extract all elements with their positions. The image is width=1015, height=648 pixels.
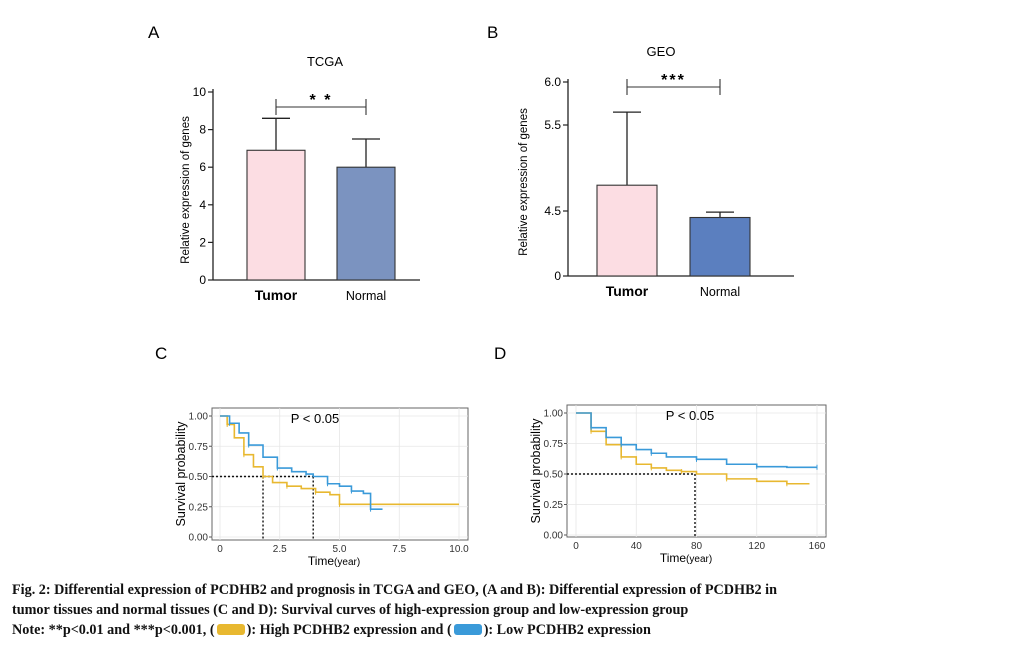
category-label-tumor: Tumor bbox=[606, 283, 649, 299]
x-axis-label-unit: (year) bbox=[334, 557, 360, 568]
y-tick-label: 0.75 bbox=[189, 442, 209, 453]
panel-a-bars: Tumor Normal * * bbox=[246, 92, 396, 303]
bar-tumor bbox=[246, 149, 306, 281]
category-label-normal: Normal bbox=[700, 285, 740, 299]
panel-b: B GEO Relative expression of genes 0 4.5 5… bbox=[487, 23, 794, 299]
x-tick-label: 10.0 bbox=[449, 544, 469, 555]
x-axis-label-main: Time bbox=[660, 551, 687, 565]
y-tick-label: 0.25 bbox=[189, 502, 209, 513]
y-tick-label: 0.00 bbox=[544, 531, 564, 542]
x-tick-label: 2.5 bbox=[273, 544, 287, 555]
p-value-annotation: P < 0.05 bbox=[666, 408, 715, 423]
x-axis-label-main: Time bbox=[308, 554, 335, 568]
x-axis-label: Time(year) bbox=[308, 554, 360, 568]
bar-tumor bbox=[596, 184, 658, 277]
caption-line-1: Fig. 2: Differential expression of PCDHB… bbox=[12, 582, 777, 598]
significance-stars: * * bbox=[310, 92, 333, 109]
y-tick-label: 0.00 bbox=[189, 533, 209, 544]
panel-d-letter: D bbox=[494, 344, 506, 363]
panel-d: D 0 40 80 120 160 0.00 0.25 0.50 0.75 1.00 P < 0.0… bbox=[494, 344, 827, 565]
panel-a-ylabel: Relative expression of genes bbox=[180, 116, 192, 264]
panel-b-title: GEO bbox=[647, 44, 676, 59]
panel-b-axes: 0 4.5 5.5 6.0 bbox=[544, 75, 794, 283]
panel-c-letter: C bbox=[155, 344, 167, 363]
y-tick-label: 0.75 bbox=[544, 439, 564, 450]
p-value-annotation: P < 0.05 bbox=[291, 411, 340, 426]
panel-b-bars: Tumor Normal *** bbox=[596, 72, 751, 299]
note-low: ): Low PCDHB2 expression bbox=[483, 622, 651, 638]
bar-normal bbox=[336, 166, 396, 281]
y-tick-label: 0.50 bbox=[544, 470, 564, 481]
y-axis-label: Survival probability bbox=[174, 421, 188, 527]
figure-caption: Fig. 2: Differential expression of PCDHB… bbox=[12, 580, 1007, 640]
low-expression-swatch bbox=[453, 624, 482, 635]
y-tick-label: 4.5 bbox=[544, 204, 561, 218]
y-tick-label: 5.5 bbox=[544, 118, 561, 132]
y-tick-label: 0.50 bbox=[189, 472, 209, 483]
x-tick-label: 80 bbox=[691, 541, 703, 552]
x-tick-label: 7.5 bbox=[392, 544, 406, 555]
caption-note: Note: **p<0.01 and ***p<0.001, ( ): High … bbox=[12, 620, 1007, 640]
y-tick-label: 0 bbox=[199, 273, 206, 287]
x-tick-label: 160 bbox=[809, 541, 826, 552]
panel-d-plot: 0 40 80 120 160 0.00 0.25 0.50 0.75 1.00 P < 0.05 S… bbox=[529, 404, 827, 565]
x-tick-label: 0 bbox=[217, 544, 223, 555]
y-axis-label: Survival probability bbox=[529, 418, 543, 524]
y-tick-label: 0.25 bbox=[544, 500, 564, 511]
category-label-normal: Normal bbox=[346, 289, 386, 303]
high-expression-swatch bbox=[216, 624, 245, 635]
bar-normal bbox=[689, 216, 751, 277]
x-tick-label: 40 bbox=[631, 541, 643, 552]
panel-b-ylabel: Relative expression of genes bbox=[518, 108, 530, 256]
category-label-tumor: Tumor bbox=[255, 287, 298, 303]
significance-stars: *** bbox=[661, 72, 686, 89]
y-tick-label: 1.00 bbox=[189, 412, 209, 423]
note-high: ): High PCDHB2 expression and ( bbox=[246, 622, 452, 638]
high-expression-curve bbox=[220, 415, 459, 506]
x-tick-label: 0 bbox=[573, 541, 579, 552]
y-tick-label: 10 bbox=[193, 85, 207, 99]
panel-c-plot: 0 2.5 5.0 7.5 10.0 0.00 0.25 0.50 0.75 1.00 P < 0.… bbox=[174, 407, 469, 568]
caption-line-2: tumor tissues and normal tissues (C and … bbox=[12, 602, 689, 618]
x-axis-label-unit: (year) bbox=[686, 554, 712, 565]
note-prefix: Note: **p<0.01 and ***p<0.001, ( bbox=[12, 622, 215, 638]
y-tick-label: 1.00 bbox=[544, 409, 564, 420]
panel-c: C 0 2.5 5.0 7.5 10.0 0.00 0.25 0.50 0.75 1.00 P < … bbox=[155, 344, 469, 568]
high-expression-curve bbox=[576, 412, 810, 485]
panel-b-letter: B bbox=[487, 23, 498, 42]
y-tick-label: 0 bbox=[554, 269, 561, 283]
y-tick-label: 8 bbox=[199, 123, 206, 137]
y-tick-label: 6 bbox=[199, 160, 206, 174]
y-tick-label: 4 bbox=[199, 198, 206, 212]
x-tick-label: 5.0 bbox=[333, 544, 347, 555]
plot-frame bbox=[211, 407, 469, 541]
panel-a: A TCGA Relative expression of genes 0 2 4 6… bbox=[148, 23, 420, 303]
panel-a-letter: A bbox=[148, 23, 160, 42]
panel-a-title: TCGA bbox=[307, 54, 343, 69]
x-axis-label: Time(year) bbox=[660, 551, 712, 565]
x-tick-label: 120 bbox=[748, 541, 765, 552]
y-tick-label: 6.0 bbox=[544, 75, 561, 89]
y-tick-label: 2 bbox=[199, 235, 206, 249]
